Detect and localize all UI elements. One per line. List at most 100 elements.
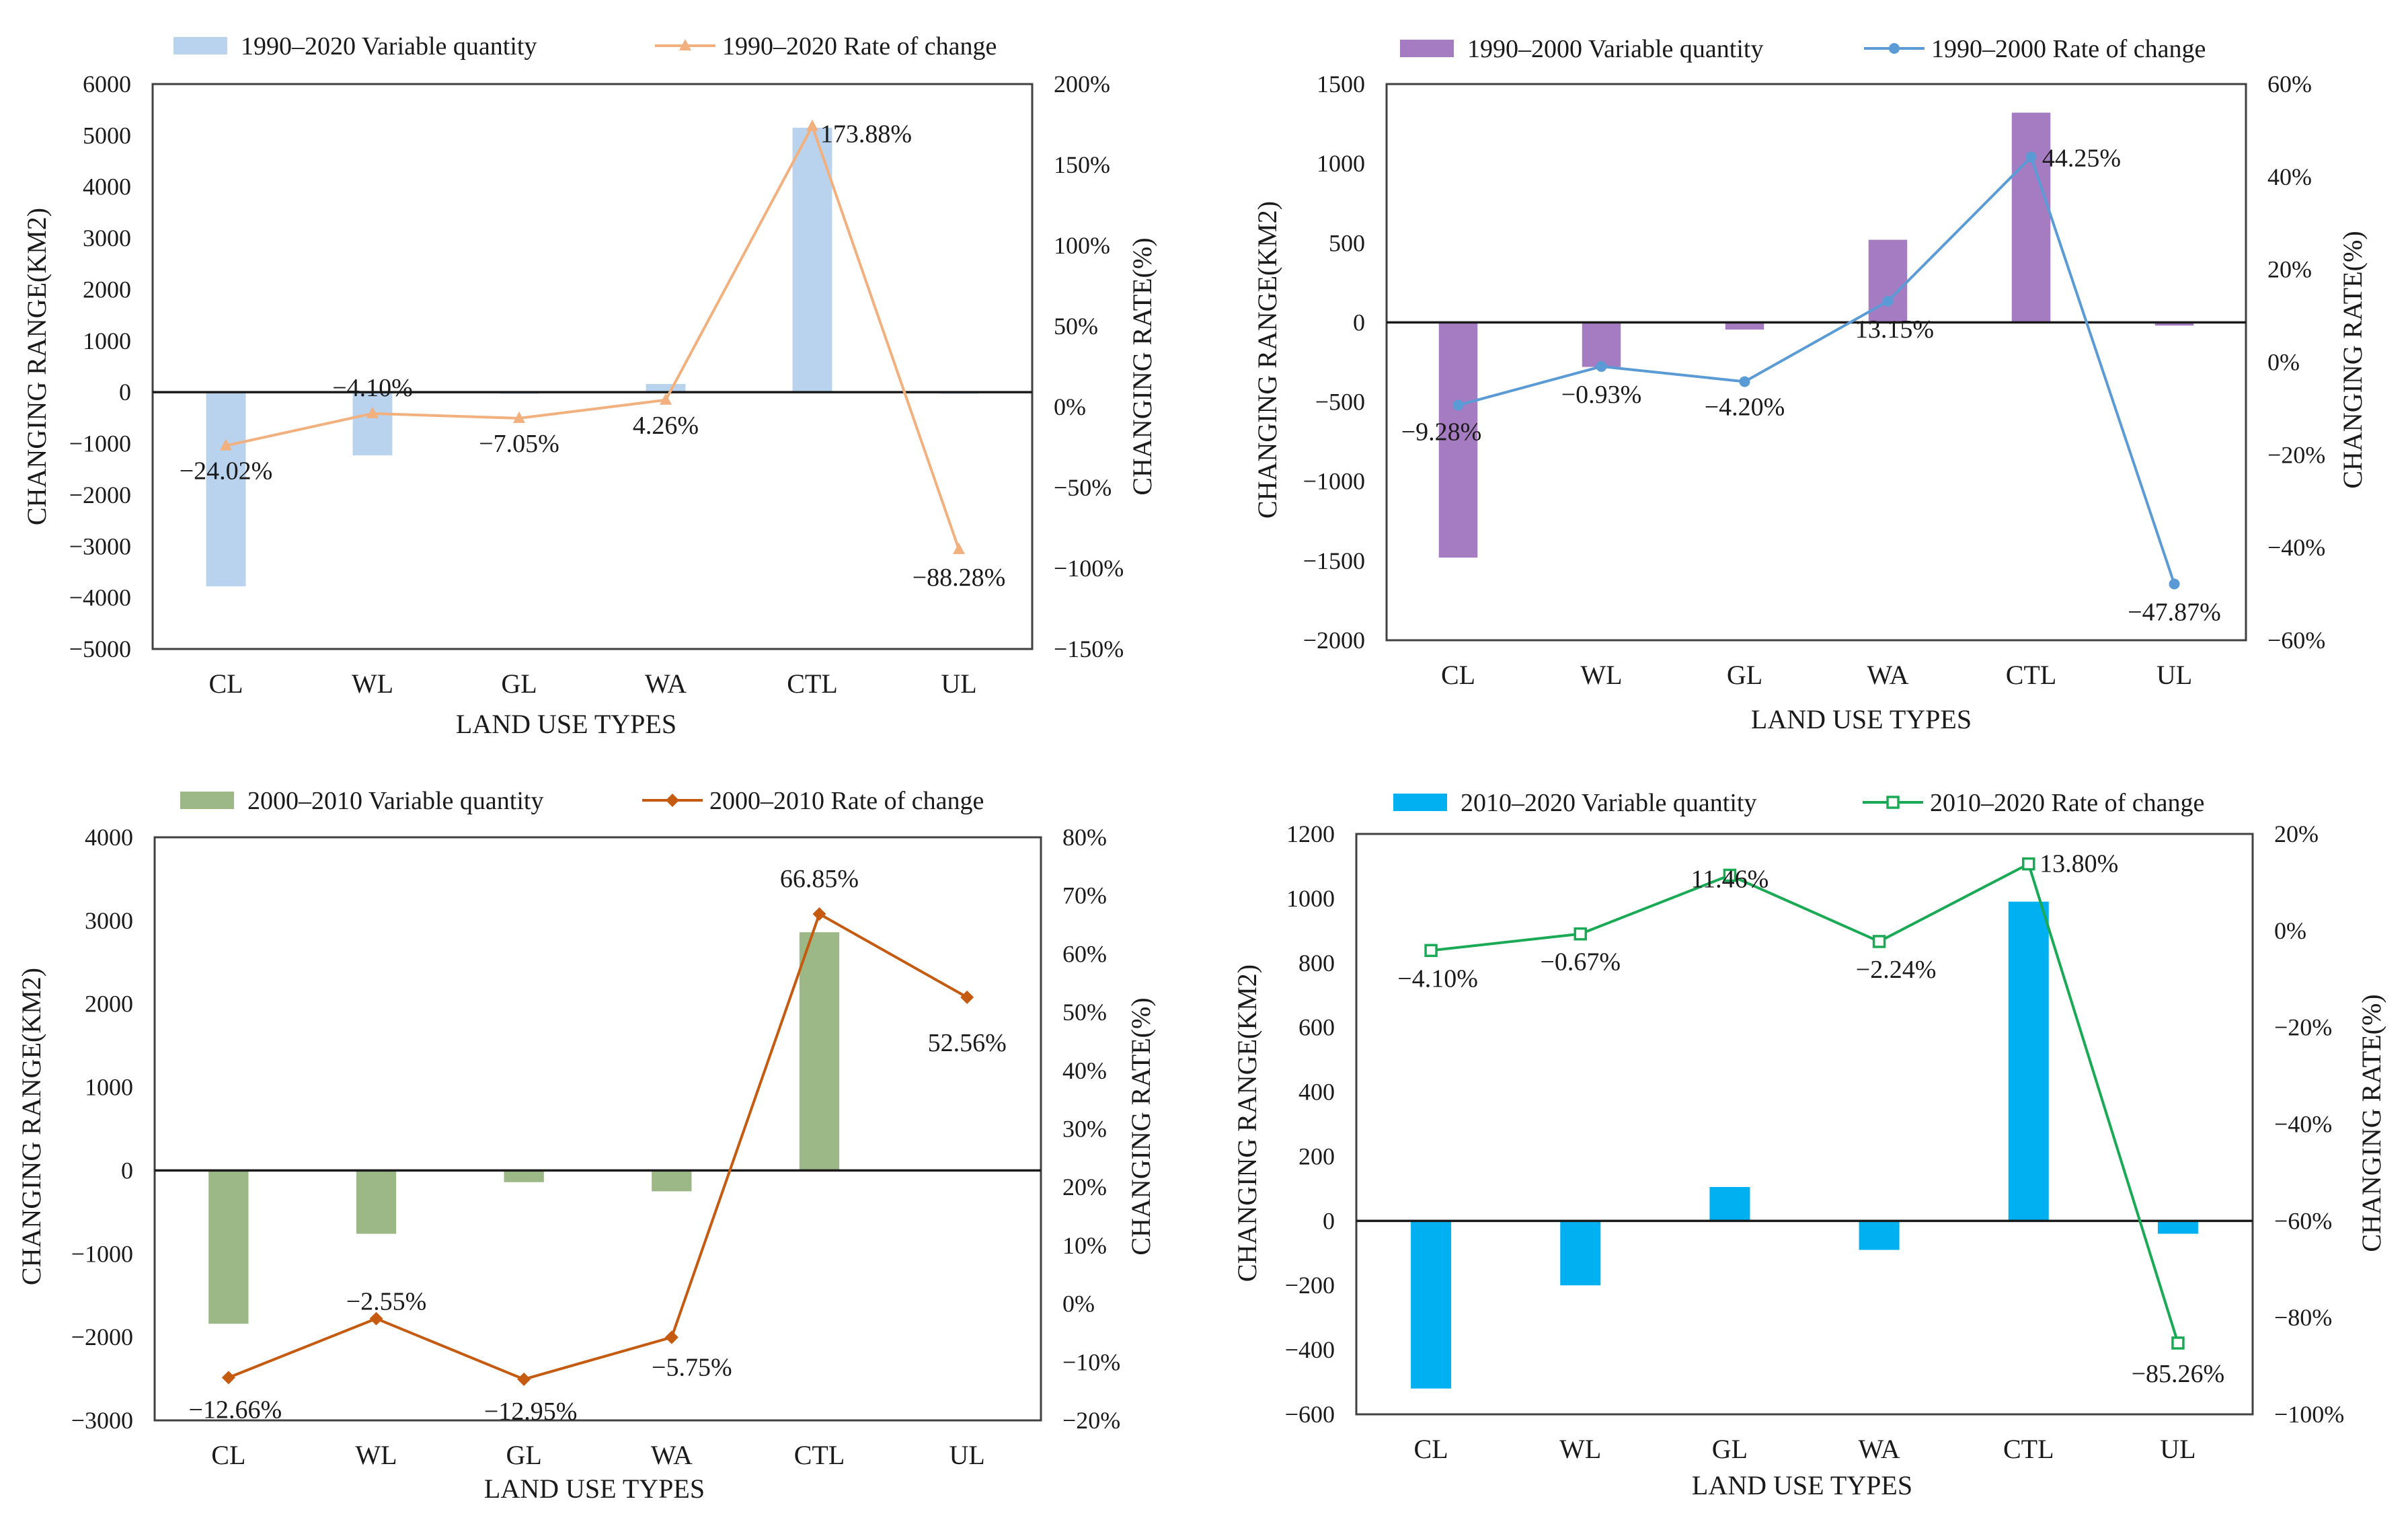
y-left-tick-label: 5000	[83, 122, 131, 149]
y-right-tick-label: 30%	[1062, 1116, 1107, 1143]
bar-wa	[1859, 1221, 1900, 1250]
y-left-tick-label: −3000	[69, 533, 131, 560]
legend-bar-label: 1990–2000 Variable quantity	[1467, 35, 1763, 63]
rate-marker-ctl	[806, 119, 818, 131]
y-left-tick-label: 1000	[1317, 150, 1365, 177]
y-right-tick-label: −40%	[2274, 1111, 2332, 1138]
y-left-tick-label: 400	[1298, 1079, 1335, 1106]
x-category-label: CTL	[2006, 660, 2057, 690]
legend-bar-label: 1990–2020 Variable quantity	[241, 32, 537, 61]
rate-marker-gl	[1723, 868, 1737, 882]
legend-bar-swatch	[1393, 794, 1447, 811]
bar-cl	[1411, 1221, 1452, 1389]
y-left-tick-label: −4000	[69, 584, 131, 611]
x-category-label: GL	[501, 668, 537, 699]
rate-data-label: 66.85%	[780, 865, 859, 893]
rate-data-label: 13.15%	[1855, 315, 1934, 344]
y-left-tick-label: 1000	[85, 1074, 133, 1101]
rate-marker-wa	[1882, 295, 1894, 307]
y-right-axis-title: CHANGING RATE(%)	[2337, 231, 2368, 488]
bar-wl	[356, 1170, 397, 1234]
rate-data-label: −85.26%	[2132, 1360, 2225, 1388]
y-right-tick-label: −50%	[1054, 474, 1112, 501]
legend-line-marker	[1886, 796, 1900, 809]
y-left-tick-label: −200	[1285, 1272, 1335, 1299]
y-right-tick-label: −20%	[2274, 1014, 2332, 1041]
rate-data-label: −4.10%	[332, 374, 413, 402]
x-category-label: WA	[645, 668, 687, 699]
rate-data-label: −12.95%	[484, 1398, 578, 1426]
y-right-tick-label: −20%	[1062, 1407, 1120, 1434]
rate-marker-gl	[517, 1372, 531, 1386]
y-left-tick-label: 1200	[1286, 820, 1335, 847]
chart-panel-bottom-right: −4.10% −0.67% 11.46% −2.24% 13.80% −85.26% −60…	[1232, 789, 2386, 1500]
bar-ctl	[792, 127, 832, 393]
y-right-tick-label: 50%	[1054, 313, 1098, 340]
x-category-label: CTL	[794, 1440, 845, 1470]
x-category-label: UL	[2157, 660, 2192, 690]
bar-ctl	[799, 932, 840, 1171]
y-right-axis-title: CHANGING RATE(%)	[2356, 994, 2386, 1252]
x-category-label: WL	[1580, 660, 1622, 690]
y-right-tick-label: 20%	[1062, 1174, 1107, 1200]
x-axis-title: LAND USE TYPES	[484, 1474, 705, 1504]
legend: 2000–2010 Variable quantity 2000–2010 Rat…	[180, 787, 984, 815]
y-right-tick-label: −80%	[2274, 1304, 2332, 1331]
rate-data-label: −47.87%	[2128, 598, 2221, 626]
y-right-tick-label: 0%	[1062, 1291, 1095, 1317]
x-category-label: GL	[1727, 660, 1762, 690]
bar-ctl	[2008, 901, 2049, 1221]
bar-ctl	[2011, 112, 2051, 323]
y-left-tick-label: 3000	[83, 225, 131, 252]
legend-line-marker	[666, 794, 679, 807]
rate-data-label: −2.24%	[1856, 956, 1937, 984]
y-left-axis-title: CHANGING RANGE(KM2)	[1232, 964, 1262, 1282]
x-category-label: CL	[208, 668, 243, 699]
x-category-label: WL	[355, 1440, 397, 1470]
rate-data-label: 11.46%	[1691, 865, 1769, 893]
rate-data-label: −12.66%	[189, 1395, 282, 1424]
y-left-axis-title: CHANGING RANGE(KM2)	[16, 968, 46, 1285]
rate-data-label: 173.88%	[820, 120, 912, 149]
y-left-tick-label: 1000	[83, 328, 131, 354]
rate-marker-wl	[369, 1311, 383, 1326]
bar-gl	[1725, 322, 1764, 330]
bar-wa	[646, 383, 686, 393]
x-category-label: GL	[1712, 1434, 1748, 1464]
y-left-tick-label: 1000	[1286, 885, 1335, 912]
y-right-tick-label: 40%	[1062, 1057, 1107, 1084]
y-right-tick-label: 0%	[1054, 393, 1086, 420]
y-right-tick-label: 60%	[1062, 940, 1107, 967]
x-category-label: CTL	[2003, 1434, 2054, 1464]
y-left-tick-label: 6000	[83, 71, 131, 98]
bar-ul	[2154, 322, 2194, 326]
x-category-label: WL	[1559, 1434, 1601, 1464]
rate-marker-ul	[953, 542, 965, 554]
y-left-tick-label: −3000	[71, 1407, 133, 1434]
rate-marker-cl	[1424, 944, 1438, 958]
y-left-tick-label: 4000	[83, 174, 131, 200]
x-axis-title: LAND USE TYPES	[1692, 1470, 1912, 1500]
plot-area-frame	[1385, 83, 2247, 642]
y-left-tick-label: 500	[1329, 229, 1365, 256]
rate-data-label: −9.28%	[1401, 418, 1482, 446]
rate-marker-ul	[2169, 578, 2180, 590]
legend-line-label: 1990–2000 Rate of change	[1931, 35, 2206, 63]
rate-marker-ctl	[2022, 857, 2035, 871]
rate-marker-wa	[660, 393, 672, 405]
y-left-tick-label: 0	[119, 379, 131, 406]
y-left-tick-label: −500	[1315, 389, 1365, 416]
y-left-tick-label: 4000	[85, 824, 133, 851]
y-right-tick-label: −100%	[1054, 555, 1124, 582]
rate-data-label: −2.55%	[346, 1288, 427, 1316]
rate-marker-wa	[664, 1330, 678, 1344]
x-category-label: WA	[1867, 660, 1908, 690]
y-left-tick-label: 2000	[85, 991, 133, 1018]
x-category-label: UL	[941, 668, 976, 699]
bar-ul	[2157, 1221, 2198, 1234]
y-left-tick-label: 0	[121, 1157, 133, 1184]
rate-data-label: −4.20%	[1705, 393, 1785, 421]
y-right-tick-label: −60%	[2267, 627, 2325, 654]
y-right-tick-label: −20%	[2267, 441, 2325, 468]
rate-data-label: 4.26%	[633, 412, 699, 440]
